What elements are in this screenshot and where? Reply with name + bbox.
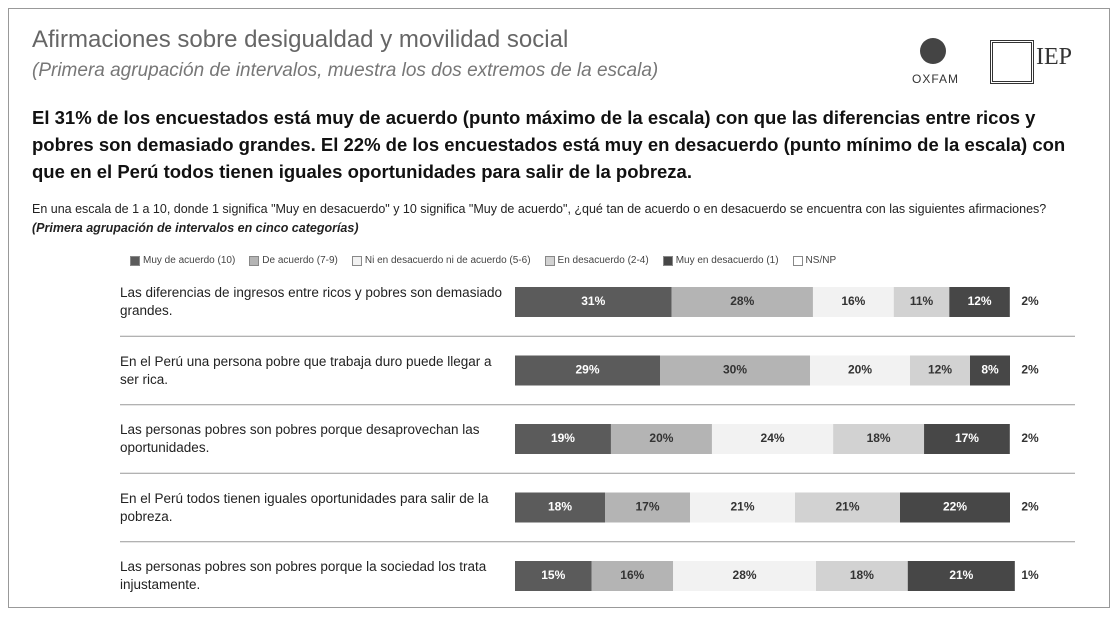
value-label: 18% (867, 431, 891, 445)
legend-label: NS/NP (805, 255, 837, 266)
legend-item: De acuerdo (7-9) (249, 255, 338, 266)
legend-item: Ni en desacuerdo ni de acuerdo (5-6) (351, 255, 531, 266)
bar-segment (907, 561, 1015, 591)
value-label: 16% (841, 294, 865, 308)
value-label: 24% (761, 431, 785, 445)
bar-segment (515, 424, 611, 454)
value-label: 20% (649, 431, 673, 445)
row-label: En el Perú una persona pobre que trabaja… (120, 353, 492, 387)
bar-segment (833, 424, 925, 454)
legend-swatch (662, 255, 673, 266)
bar-segment (1010, 355, 1020, 386)
question: En una escala de 1 a 10, donde 1 signifi… (32, 200, 1092, 238)
legend: Muy de acuerdo (10) De acuerdo (7-9) Ni en… (130, 255, 836, 266)
bar-segment (795, 492, 900, 523)
legend-label: En desacuerdo (2-4) (557, 255, 649, 266)
bar-segment (815, 561, 908, 591)
legend-swatch (130, 255, 140, 266)
bar-segment (900, 492, 1010, 523)
bar-segment (893, 287, 950, 317)
value-label: 17% (635, 500, 659, 514)
value-label: 30% (723, 363, 747, 377)
bar-segment (924, 424, 1010, 454)
legend-item: En desacuerdo (2-4) (544, 255, 649, 266)
bar-segment (610, 424, 712, 454)
value-label: 11% (910, 294, 934, 308)
value-label: 18% (548, 500, 572, 514)
bar-segment (1014, 561, 1020, 591)
value-label: 8% (981, 363, 999, 377)
legend-swatch (544, 255, 555, 266)
value-label: 21% (949, 568, 973, 582)
row-label: Las personas pobres son pobres porque la… (120, 559, 487, 592)
row-label: Las personas pobres son pobres porque de… (120, 422, 480, 455)
value-label: 12% (968, 294, 992, 308)
bar-segment (605, 492, 690, 523)
subtitle: (Primera agrupación de intervalos, muest… (32, 60, 659, 81)
legend-item: Muy en desacuerdo (1) (662, 255, 779, 266)
legend-label: Muy en desacuerdo (1) (675, 255, 779, 266)
value-label: 19% (551, 431, 575, 445)
bar-segment (671, 287, 813, 317)
bar-segment (810, 355, 910, 386)
headline: El 31% de los encuestados está muy de ac… (32, 107, 1066, 182)
bar-segment (515, 355, 660, 386)
value-label: 28% (730, 294, 754, 308)
bar-segment (591, 561, 674, 591)
legend-swatch (351, 255, 362, 266)
value-label: 22% (943, 500, 967, 514)
value-label: 2% (1021, 431, 1039, 445)
bar-segment (515, 287, 672, 317)
bar-segment (1010, 492, 1020, 523)
legend-label: Muy de acuerdo (10) (143, 255, 236, 266)
value-label: 28% (733, 568, 757, 582)
value-label: 2% (1021, 294, 1039, 308)
title: Afirmaciones sobre desigualdad y movilid… (32, 26, 569, 53)
bar-segment (515, 561, 592, 591)
value-label: 31% (581, 294, 605, 308)
question-note: (Primera agrupación de intervalos en cin… (32, 221, 359, 235)
legend-item: Muy de acuerdo (10) (130, 255, 235, 266)
legend-swatch (249, 255, 260, 266)
value-label: 29% (575, 363, 599, 377)
iep-logo: IEP (1036, 44, 1072, 70)
bar-segment (970, 355, 1010, 386)
bar-segment (812, 287, 894, 317)
bar-segment (910, 355, 970, 386)
oxfam-icon (920, 38, 946, 64)
bar-segment (1009, 287, 1020, 317)
row-label: Las diferencias de ingresos entre ricos … (120, 285, 502, 318)
value-label: 20% (848, 363, 872, 377)
bar-segment (949, 287, 1010, 317)
value-label: 1% (1021, 568, 1039, 582)
iep-icon (990, 40, 1034, 84)
legend-label: Ni en desacuerdo ni de acuerdo (5-6) (364, 255, 531, 266)
legend-item: NS/NP (792, 255, 837, 266)
bar-segment (660, 355, 810, 386)
row-label: En el Perú todos tienen iguales oportuni… (120, 490, 489, 524)
value-label: 21% (730, 500, 754, 514)
legend-label: De acuerdo (7-9) (262, 255, 338, 266)
value-label: 18% (850, 568, 874, 582)
value-label: 2% (1021, 500, 1039, 514)
value-label: 17% (955, 431, 979, 445)
value-label: 2% (1021, 363, 1039, 377)
oxfam-logo: OXFAM (912, 72, 960, 86)
value-label: 16% (620, 568, 644, 582)
value-label: 21% (835, 500, 859, 514)
value-label: 12% (928, 363, 952, 377)
bar-segment (1009, 424, 1020, 454)
legend-swatch (792, 255, 803, 266)
bar-segment (711, 424, 834, 454)
bar-segment (690, 492, 795, 523)
bar-segment (515, 492, 605, 523)
value-label: 15% (541, 568, 565, 582)
bar-segment (673, 561, 816, 591)
question-text: En una escala de 1 a 10, donde 1 signifi… (32, 202, 1047, 216)
frame (8, 8, 1110, 608)
